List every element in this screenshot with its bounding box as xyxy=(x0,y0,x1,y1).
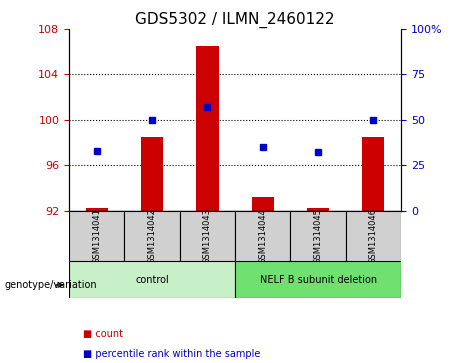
Bar xyxy=(141,137,163,211)
Text: ■ count: ■ count xyxy=(83,329,123,339)
Title: GDS5302 / ILMN_2460122: GDS5302 / ILMN_2460122 xyxy=(136,12,335,28)
Text: GSM1314044: GSM1314044 xyxy=(258,208,267,264)
Bar xyxy=(362,137,384,211)
FancyBboxPatch shape xyxy=(290,211,346,261)
Bar xyxy=(252,197,274,211)
Text: GSM1314046: GSM1314046 xyxy=(369,208,378,264)
Bar xyxy=(86,208,108,211)
FancyBboxPatch shape xyxy=(235,261,401,298)
FancyBboxPatch shape xyxy=(346,211,401,261)
Text: control: control xyxy=(135,274,169,285)
Bar xyxy=(307,208,329,211)
Text: NELF B subunit deletion: NELF B subunit deletion xyxy=(260,274,377,285)
FancyBboxPatch shape xyxy=(124,211,180,261)
Text: GSM1314042: GSM1314042 xyxy=(148,208,157,264)
Text: GSM1314045: GSM1314045 xyxy=(313,208,323,264)
FancyBboxPatch shape xyxy=(69,211,124,261)
Text: GSM1314041: GSM1314041 xyxy=(92,208,101,264)
Bar xyxy=(196,46,219,211)
FancyBboxPatch shape xyxy=(69,261,235,298)
FancyBboxPatch shape xyxy=(235,211,290,261)
Text: genotype/variation: genotype/variation xyxy=(5,280,97,290)
FancyBboxPatch shape xyxy=(180,211,235,261)
Text: ■ percentile rank within the sample: ■ percentile rank within the sample xyxy=(83,349,260,359)
Text: GSM1314043: GSM1314043 xyxy=(203,208,212,264)
